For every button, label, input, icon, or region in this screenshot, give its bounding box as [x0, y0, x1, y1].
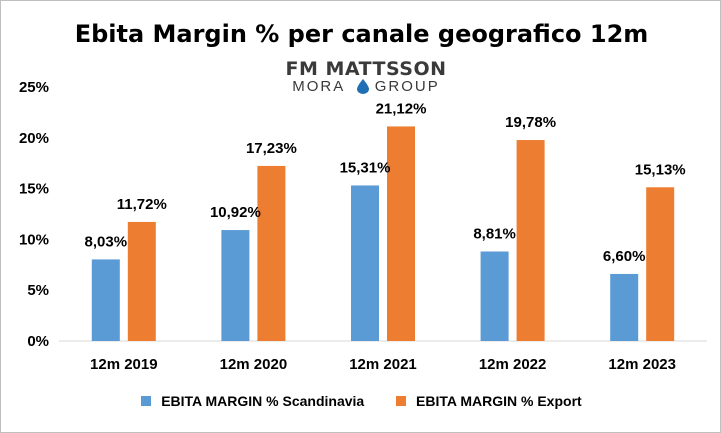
data-label: 15,13% [635, 161, 686, 178]
bar-export [127, 221, 156, 341]
logo-word-group: GROUP [374, 78, 440, 95]
data-label: 10,92% [210, 204, 261, 221]
logo-line2: MORA GROUP [271, 78, 461, 95]
data-label: 19,78% [505, 114, 556, 131]
legend: EBITA MARGIN % Scandinavia EBITA MARGIN … [1, 393, 721, 409]
data-label: 17,23% [246, 140, 297, 157]
y-tick-label: 10% [19, 231, 49, 248]
bar-export [257, 165, 286, 341]
logo-word-mora: MORA [292, 78, 345, 95]
bars-group [91, 126, 675, 341]
legend-item-export: EBITA MARGIN % Export [396, 393, 582, 409]
y-tick-label: 25% [19, 79, 49, 96]
data-labels-group: 8,03% 10,92% 15,31% 8,81% 6,60% 11,72% 17,23% 2… [85, 100, 686, 265]
y-tick-label: 0% [27, 333, 49, 350]
data-label: 6,60% [603, 248, 646, 265]
legend-swatch-export [396, 396, 407, 406]
legend-label-scandinavia: EBITA MARGIN % Scandinavia [161, 393, 365, 409]
x-tick-label: 12m 2021 [349, 356, 417, 373]
bar-scandinavia [610, 273, 639, 341]
y-axis: 0% 5% 10% 15% 20% 25% [19, 79, 49, 350]
data-label: 15,31% [340, 159, 391, 176]
legend-swatch-scandinavia [141, 396, 152, 406]
bar-export [387, 126, 415, 341]
legend-item-scandinavia: EBITA MARGIN % Scandinavia [141, 393, 364, 409]
y-tick-label: 20% [19, 130, 49, 147]
bar-scandinavia [351, 185, 379, 341]
x-tick-label: 12m 2023 [608, 356, 676, 373]
x-tick-label: 12m 2019 [90, 356, 158, 373]
data-label: 8,81% [473, 225, 516, 242]
data-label: 21,12% [376, 100, 427, 117]
logo-line1: FM MATTSSON [285, 58, 447, 80]
data-label: 11,72% [117, 196, 167, 213]
data-label: 8,03% [85, 233, 128, 250]
y-tick-label: 5% [27, 282, 49, 299]
x-tick-label: 12m 2020 [220, 356, 288, 373]
x-axis: 12m 2019 12m 2020 12m 2021 12m 2022 12m 2023 [59, 340, 707, 373]
water-drop-icon [357, 79, 369, 94]
bar-export [516, 140, 545, 341]
x-tick-label: 12m 2022 [479, 356, 547, 373]
bar-export [646, 187, 675, 341]
y-tick-label: 15% [19, 181, 49, 198]
bar-scandinavia [480, 251, 509, 341]
fm-mattsson-logo: FM MATTSSON MORA GROUP [271, 58, 461, 95]
bar-scandinavia [91, 259, 120, 341]
legend-label-export: EBITA MARGIN % Export [416, 393, 582, 409]
bar-scandinavia [221, 230, 250, 341]
chart-title: Ebita Margin % per canale geografico 12m [74, 20, 649, 48]
